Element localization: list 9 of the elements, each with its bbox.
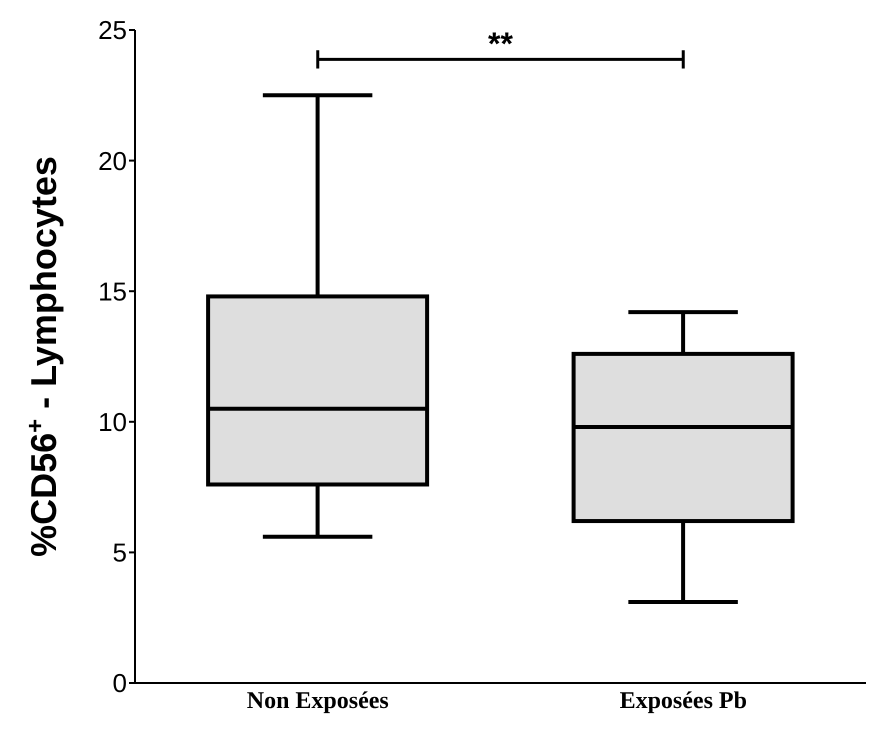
y-tick-label: 0 bbox=[112, 668, 127, 698]
y-tick-label: 10 bbox=[98, 407, 127, 438]
x-tick-label: Non Exposées bbox=[246, 688, 389, 714]
y-tick-label: 25 bbox=[98, 15, 127, 46]
y-tick-label: 5 bbox=[112, 538, 127, 568]
y-tick-label: 20 bbox=[98, 146, 127, 176]
x-tick-label: Exposées Pb bbox=[620, 688, 747, 714]
y-tick-label: 15 bbox=[98, 276, 127, 306]
annotation: ** bbox=[488, 25, 514, 62]
